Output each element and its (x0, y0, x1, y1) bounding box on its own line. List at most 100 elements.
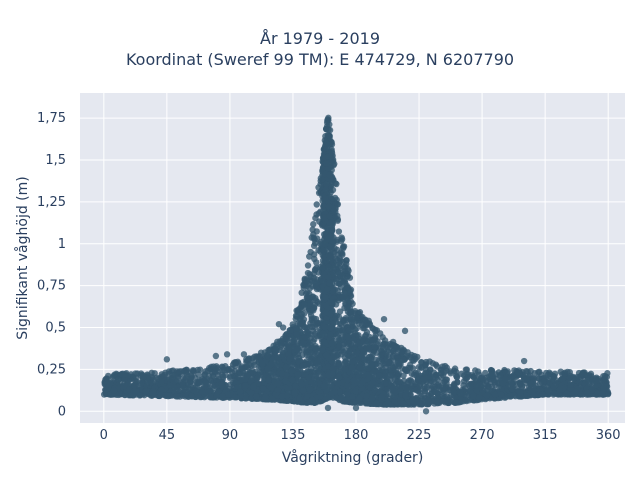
data-point (372, 332, 379, 339)
data-point (189, 366, 197, 374)
data-point (188, 392, 195, 400)
data-point (272, 347, 279, 355)
data-point (278, 393, 286, 400)
data-point (151, 370, 158, 377)
data-point (370, 337, 378, 344)
data-point (508, 380, 515, 387)
data-point (114, 376, 122, 383)
data-point (320, 382, 328, 390)
data-point (312, 297, 320, 304)
data-point (332, 394, 340, 401)
data-point (363, 397, 370, 404)
data-point (357, 380, 364, 388)
data-point (340, 244, 347, 252)
data-point (502, 376, 509, 383)
data-point (322, 186, 329, 193)
data-point (270, 369, 277, 376)
data-point (352, 388, 359, 395)
data-point (246, 361, 253, 368)
data-point (382, 379, 389, 387)
data-point (218, 382, 225, 389)
data-point (389, 364, 397, 371)
data-point (463, 370, 471, 378)
data-point (303, 282, 311, 290)
data-point (212, 368, 219, 376)
x-tick-label: 360 (596, 428, 621, 443)
data-point (345, 298, 352, 305)
data-point (319, 166, 327, 173)
data-point (321, 324, 329, 331)
outlier-point (422, 408, 430, 415)
data-point (326, 279, 333, 287)
data-point (283, 364, 290, 371)
data-point (110, 387, 118, 394)
data-point (158, 378, 165, 385)
data-point (517, 380, 524, 388)
data-point (415, 399, 423, 407)
data-point (363, 392, 370, 400)
data-point (407, 376, 414, 384)
y-tick-label: 0,75 (37, 279, 66, 294)
data-point (523, 392, 530, 400)
data-point (422, 369, 429, 376)
data-point (157, 391, 165, 399)
data-point (310, 221, 317, 228)
data-point (322, 294, 329, 301)
data-point (325, 274, 332, 281)
data-point (520, 376, 528, 383)
data-point (594, 377, 601, 384)
data-point (321, 240, 329, 248)
data-point (301, 301, 308, 308)
data-point (488, 371, 495, 379)
data-point (325, 371, 332, 379)
data-point (319, 347, 326, 354)
data-point (245, 355, 253, 362)
data-point (293, 346, 301, 353)
data-point (296, 315, 304, 322)
data-point (431, 388, 439, 395)
data-point (326, 153, 333, 160)
data-point (313, 360, 320, 367)
data-point (567, 372, 574, 380)
data-point (356, 363, 364, 371)
data-point (268, 360, 275, 368)
data-point (443, 393, 450, 400)
data-point (303, 294, 311, 301)
data-point (329, 238, 336, 245)
data-point (336, 265, 343, 272)
data-point (302, 323, 309, 331)
data-point (300, 338, 308, 346)
data-point (431, 378, 438, 386)
data-point (315, 367, 322, 375)
data-point (343, 316, 351, 323)
data-point (329, 365, 337, 373)
data-point (341, 264, 348, 271)
data-point (474, 376, 481, 384)
data-point (530, 391, 537, 399)
data-point (362, 316, 369, 323)
data-point (341, 277, 349, 285)
data-point (248, 389, 255, 396)
data-point (262, 394, 269, 401)
data-point (349, 393, 356, 400)
data-point (336, 308, 344, 315)
data-point (377, 382, 385, 390)
data-point (289, 376, 296, 384)
data-point (274, 387, 282, 394)
data-point (450, 381, 458, 389)
data-point (427, 373, 434, 380)
data-point (337, 284, 345, 291)
data-point (182, 370, 190, 377)
data-point (308, 365, 315, 372)
data-point (312, 372, 319, 379)
y-tick-label: 0,5 (45, 321, 66, 336)
y-tick-label: 0 (58, 404, 66, 419)
data-point (563, 390, 571, 397)
data-point (328, 246, 335, 253)
data-point (181, 385, 188, 392)
data-point (420, 376, 427, 383)
data-point (350, 336, 357, 344)
data-point (326, 193, 334, 201)
